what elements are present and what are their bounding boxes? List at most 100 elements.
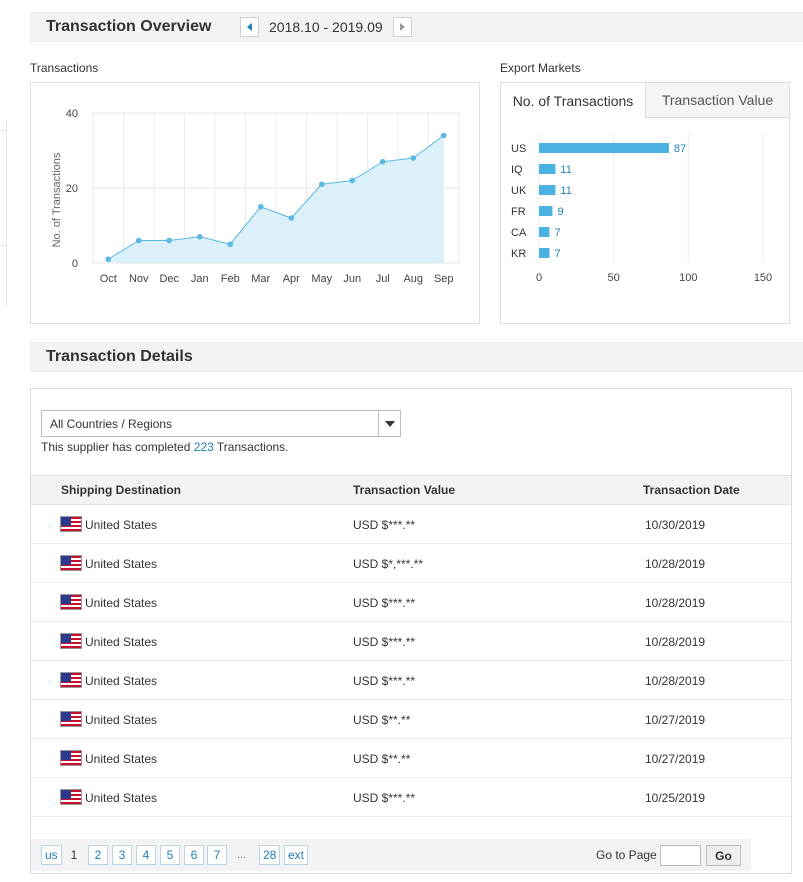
bar-value-label: 87 — [674, 143, 686, 155]
us-flag-icon — [60, 789, 82, 805]
x-tick-label: Aug — [403, 273, 423, 285]
x-tick-label: 50 — [608, 272, 620, 284]
table-row: United States USD $***.** 10/25/2019 — [31, 778, 791, 817]
page-link[interactable]: 7 — [207, 845, 227, 865]
data-point — [166, 237, 173, 244]
row-destination: United States — [85, 752, 158, 766]
transaction-details-panel: All Countries / Regions This supplier ha… — [30, 388, 792, 874]
us-flag-icon — [60, 594, 82, 610]
export-markets-label: Export Markets — [500, 61, 581, 75]
bar — [539, 248, 550, 258]
next-period-button[interactable] — [392, 17, 412, 37]
data-point — [105, 256, 112, 263]
category-label: KR — [511, 248, 526, 260]
x-tick-label: Sep — [434, 273, 454, 285]
chevron-left-icon — [247, 23, 252, 31]
x-tick-label: Feb — [221, 273, 240, 285]
page-link[interactable]: 4 — [136, 845, 156, 865]
x-tick-label: Jun — [343, 273, 361, 285]
left-edge-tick — [0, 130, 6, 131]
page-link[interactable]: 3 — [112, 845, 132, 865]
table-row: United States USD $***.** 10/30/2019 — [31, 505, 791, 544]
table-header: Shipping Destination Transaction Value T… — [31, 475, 791, 505]
y-tick-label: 40 — [66, 108, 78, 120]
data-point — [196, 233, 203, 240]
row-destination: United States — [85, 635, 158, 649]
prev-page-button[interactable]: us — [41, 845, 62, 865]
us-flag-icon — [60, 633, 82, 649]
row-date: 10/27/2019 — [645, 752, 706, 766]
us-flag-icon — [60, 555, 82, 571]
page-link[interactable]: 6 — [184, 845, 204, 865]
bar — [539, 143, 669, 153]
category-label: FR — [511, 206, 526, 218]
tab-no-of-transactions[interactable]: No. of Transactions — [501, 83, 646, 118]
x-tick-label: Jan — [191, 273, 209, 285]
overview-title: Transaction Overview — [46, 18, 212, 35]
bar — [539, 206, 553, 216]
row-value: USD $***.** — [353, 635, 416, 649]
data-point — [318, 181, 325, 188]
table-row: United States USD $**.** 10/27/2019 — [31, 739, 791, 778]
bar — [539, 227, 550, 237]
page-link[interactable]: 2 — [88, 845, 108, 865]
row-date: 10/28/2019 — [645, 557, 706, 571]
table-row: United States USD $***.** 10/28/2019 — [31, 661, 791, 700]
note-suffix: Transactions. — [216, 440, 289, 454]
transaction-count: 223 — [193, 440, 214, 454]
page-last[interactable]: 28 — [259, 845, 281, 865]
row-value: USD $**.** — [353, 752, 411, 766]
left-edge-border — [6, 120, 7, 305]
prev-period-button[interactable] — [240, 17, 259, 37]
col-shipping-destination: Shipping Destination — [61, 483, 181, 497]
x-tick-label: Oct — [100, 273, 117, 285]
bar-value-label: 7 — [554, 248, 560, 260]
row-date: 10/30/2019 — [645, 518, 706, 532]
page-link[interactable]: 5 — [160, 845, 180, 865]
date-range-nav: 2018.10 - 2019.09 — [240, 17, 412, 37]
x-tick-label: Apr — [283, 273, 300, 285]
data-point — [288, 215, 295, 221]
category-label: CA — [511, 227, 527, 239]
details-title: Transaction Details — [46, 348, 193, 365]
tab-transaction-value[interactable]: Transaction Value — [646, 83, 789, 118]
pagination: us 1 2 3 4 5 6 7 ... 28 ext Go to Page G… — [31, 839, 751, 871]
bar-value-label: 11 — [560, 164, 571, 176]
bar-value-label: 9 — [557, 206, 563, 218]
supplier-transaction-note: This supplier has completed 223 Transact… — [41, 440, 289, 454]
table-row: United States USD $*,***.** 10/28/2019 — [31, 544, 791, 583]
country-select-value: All Countries / Regions — [50, 417, 173, 431]
row-destination: United States — [85, 518, 158, 532]
country-region-select[interactable]: All Countries / Regions — [41, 410, 401, 437]
data-point — [135, 237, 142, 244]
y-axis-label: No. of Transactions — [51, 152, 63, 247]
x-tick-label: Nov — [129, 273, 149, 285]
category-label: US — [511, 143, 526, 155]
transactions-line-chart: 0 20 40 Oct Nov Dec Jan Feb Mar Apr May Jun Jul Aug Se… — [51, 108, 460, 285]
data-point — [257, 203, 264, 210]
category-label: IQ — [511, 164, 523, 176]
date-range-label: 2018.10 - 2019.09 — [269, 19, 383, 35]
row-value: USD $***.** — [353, 596, 416, 610]
row-value: USD $**.** — [353, 713, 411, 727]
chevron-down-icon — [384, 420, 395, 427]
data-point — [379, 158, 386, 165]
us-flag-icon — [60, 711, 82, 727]
x-tick-label: 150 — [754, 272, 772, 284]
go-button[interactable]: Go — [706, 845, 741, 866]
dropdown-arrow[interactable] — [378, 411, 400, 436]
row-date: 10/28/2019 — [645, 674, 706, 688]
go-to-page-input[interactable] — [660, 845, 701, 866]
x-tick-label: 0 — [536, 272, 542, 284]
row-destination: United States — [85, 713, 158, 727]
transactions-chart-panel: 0 20 40 Oct Nov Dec Jan Feb Mar Apr May Jun Jul Aug Se… — [30, 82, 480, 324]
row-destination: United States — [85, 557, 158, 571]
x-tick-label: May — [311, 273, 332, 285]
table-row: United States USD $***.** 10/28/2019 — [31, 622, 791, 661]
row-value: USD $***.** — [353, 674, 416, 688]
data-point — [349, 177, 356, 184]
col-transaction-date: Transaction Date — [643, 483, 740, 497]
next-page-button[interactable]: ext — [284, 845, 309, 865]
